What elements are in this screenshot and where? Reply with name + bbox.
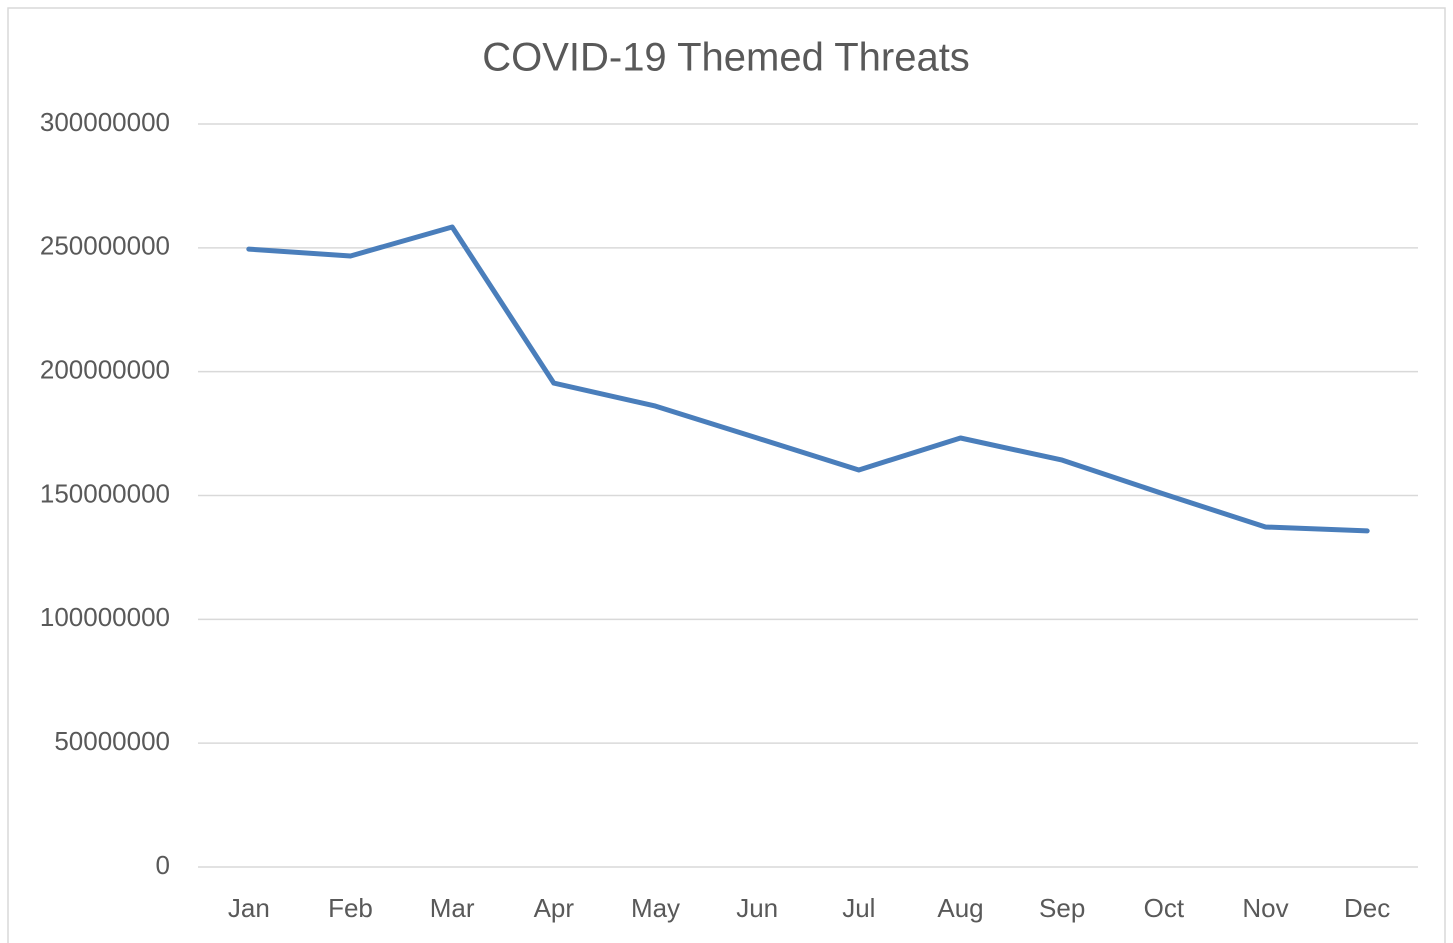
y-tick-label: 200000000 — [40, 355, 170, 385]
x-tick-label: Aug — [937, 893, 983, 923]
x-tick-label: Mar — [430, 893, 475, 923]
y-tick-label: 100000000 — [40, 602, 170, 632]
x-tick-label: Jul — [842, 893, 875, 923]
y-tick-label: 250000000 — [40, 231, 170, 261]
y-tick-label: 300000000 — [40, 107, 170, 137]
x-tick-label: May — [631, 893, 680, 923]
x-tick-label: Jan — [228, 893, 270, 923]
data-line — [246, 224, 1370, 534]
y-tick-label: 50000000 — [54, 726, 170, 756]
x-tick-label: Nov — [1242, 893, 1288, 923]
chart-frame — [7, 7, 1446, 943]
x-tick-label: Apr — [534, 893, 575, 923]
x-tick-label: Jun — [736, 893, 778, 923]
x-tick-label: Dec — [1344, 893, 1390, 923]
chart-title: COVID-19 Themed Threats — [482, 36, 970, 80]
x-tick-label: Oct — [1144, 893, 1185, 923]
x-tick-label: Sep — [1039, 893, 1085, 923]
y-tick-label: 0 — [156, 850, 170, 880]
x-tick-label: Feb — [328, 893, 373, 923]
y-tick-label: 150000000 — [40, 478, 170, 508]
